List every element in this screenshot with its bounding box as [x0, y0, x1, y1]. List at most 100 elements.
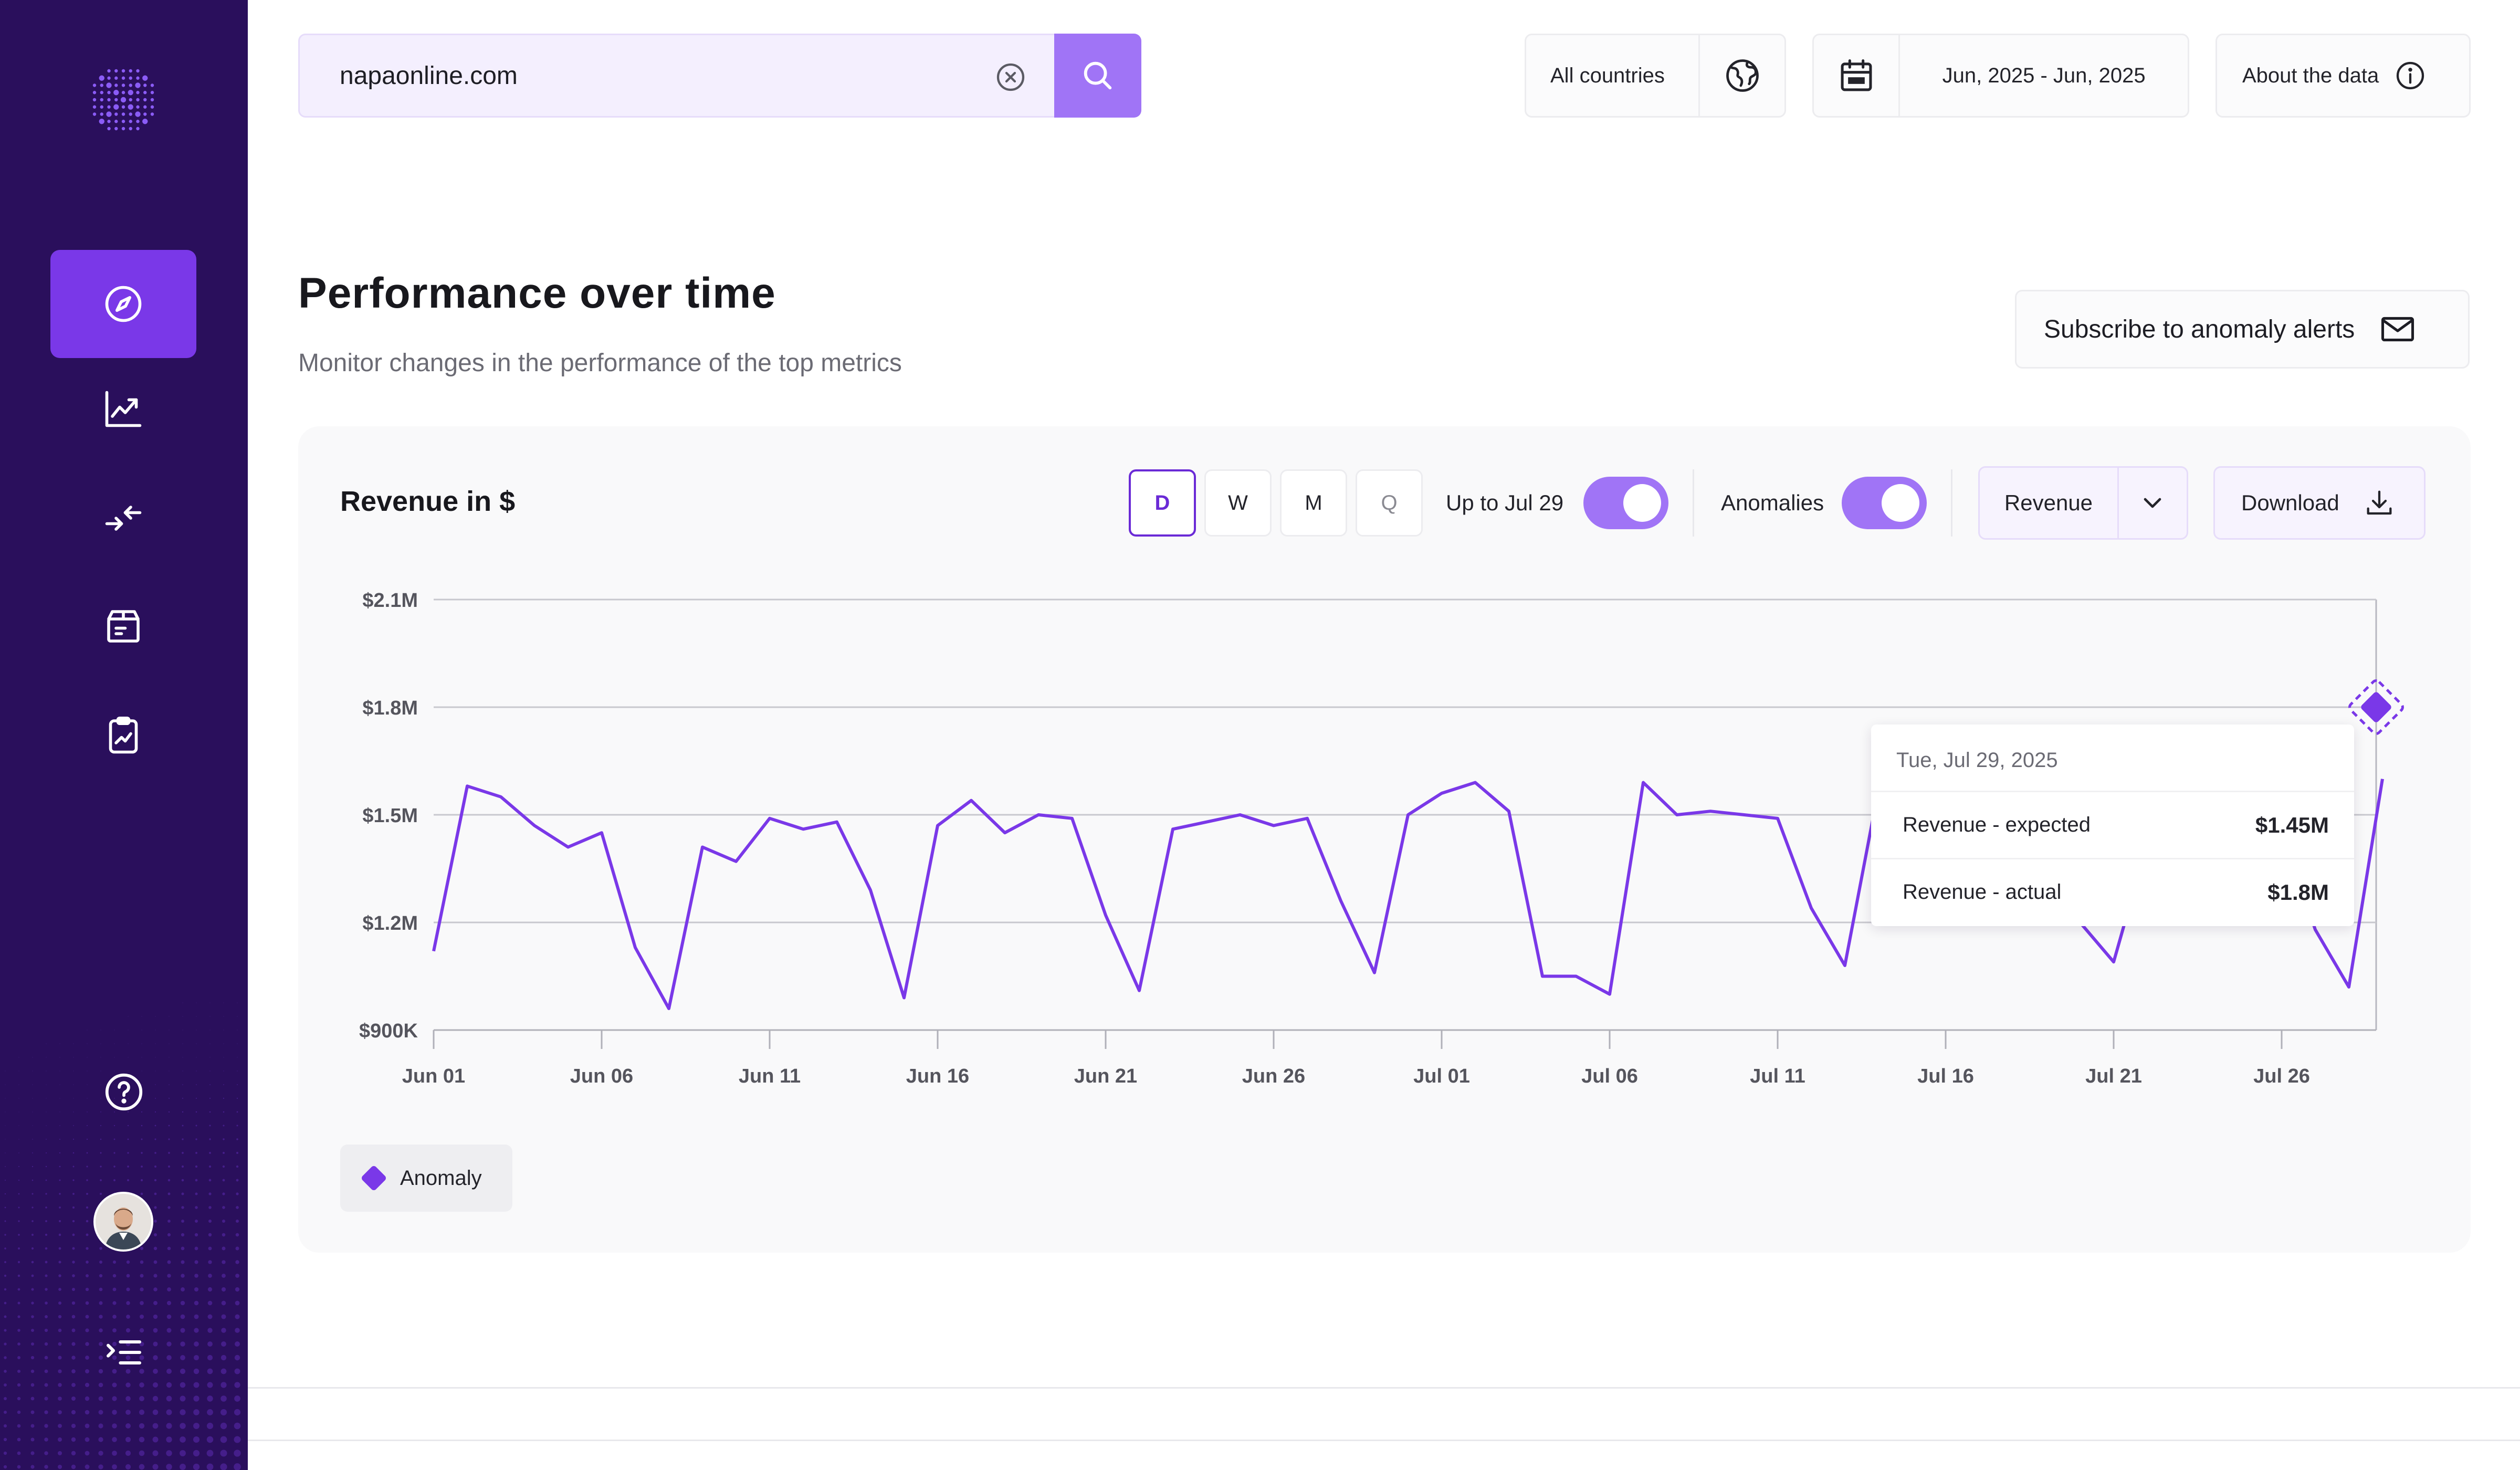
- pattern-dot: [180, 1423, 186, 1429]
- logo-dot: [129, 69, 132, 73]
- pattern-dot: [209, 1057, 211, 1058]
- pattern-dot: [195, 1192, 198, 1195]
- logo-dot: [114, 69, 118, 73]
- pattern-dot: [59, 1111, 60, 1112]
- pattern-dot: [167, 1274, 171, 1278]
- pattern-dot: [154, 1233, 157, 1236]
- pattern-dot: [180, 1409, 186, 1415]
- pattern-dot: [45, 1247, 48, 1250]
- pattern-dot: [207, 1368, 213, 1374]
- pattern-dot: [234, 1368, 240, 1374]
- pattern-dot: [195, 1220, 198, 1223]
- anomalies-toggle[interactable]: [1842, 477, 1927, 529]
- clear-icon[interactable]: [994, 60, 1027, 94]
- search-button[interactable]: [1054, 34, 1141, 118]
- pattern-dot: [154, 1192, 157, 1195]
- pattern-dot: [71, 1315, 76, 1319]
- country-filter-label: All countries: [1550, 64, 1665, 87]
- pattern-dot: [59, 1152, 61, 1154]
- help-button[interactable]: [98, 1066, 150, 1118]
- download-button[interactable]: Download: [2213, 466, 2426, 540]
- pattern-dot: [195, 1111, 197, 1113]
- logo-dot: [150, 91, 154, 94]
- sidebar-item-products[interactable]: [50, 572, 196, 680]
- pattern-dot: [99, 1192, 102, 1195]
- sidebar-item-reports[interactable]: [50, 681, 196, 790]
- pattern-dot: [128, 1098, 129, 1099]
- granularity-day[interactable]: D: [1129, 469, 1196, 537]
- pattern-dot: [100, 1111, 101, 1112]
- pattern-dot: [153, 1274, 158, 1278]
- pattern-dot: [207, 1314, 213, 1319]
- logo-dot: [92, 98, 97, 102]
- search-input[interactable]: napaonline.com: [340, 62, 518, 90]
- pattern-dot: [127, 1125, 129, 1127]
- x-tick-label: Jun 01: [402, 1065, 465, 1087]
- sidebar-item-explore[interactable]: [50, 250, 196, 358]
- pattern-dot: [180, 1300, 185, 1306]
- metric-select[interactable]: Revenue: [1978, 466, 2188, 540]
- x-tick-label: Jun 26: [1242, 1065, 1305, 1087]
- pattern-dot: [206, 1436, 214, 1443]
- pattern-dot: [237, 1057, 238, 1058]
- pattern-dot: [221, 1287, 226, 1292]
- about-data-label: About the data: [2242, 64, 2379, 87]
- up-to-toggle[interactable]: [1583, 477, 1668, 529]
- date-range-filter[interactable]: Jun, 2025 - Jun, 2025: [1812, 34, 2189, 118]
- pattern-dot: [182, 1138, 184, 1140]
- pattern-dot: [181, 1274, 185, 1278]
- granularity-week[interactable]: W: [1204, 469, 1272, 537]
- pattern-dot: [153, 1328, 158, 1333]
- pattern-dot: [154, 1152, 156, 1154]
- pattern-dot: [223, 1070, 224, 1072]
- tooltip-date: Tue, Jul 29, 2025: [1896, 749, 2058, 772]
- avatar[interactable]: [93, 1192, 153, 1252]
- pattern-dot: [17, 1342, 20, 1346]
- pattern-dot: [17, 1437, 21, 1442]
- pattern-dot: [139, 1464, 145, 1470]
- subscribe-alerts-button[interactable]: Subscribe to anomaly alerts: [2015, 290, 2470, 369]
- pattern-dot: [31, 1247, 34, 1250]
- menu-collapse-button[interactable]: [98, 1326, 150, 1379]
- pattern-dot: [18, 1152, 19, 1153]
- granularity-quarter[interactable]: Q: [1356, 469, 1423, 537]
- pattern-dot: [85, 1437, 90, 1442]
- pattern-dot: [86, 1193, 88, 1195]
- country-filter[interactable]: All countries: [1525, 34, 1786, 118]
- pattern-dot: [112, 1437, 117, 1442]
- pattern-dot: [58, 1233, 61, 1236]
- pattern-dot: [180, 1314, 185, 1319]
- pattern-dot: [45, 1315, 48, 1318]
- pattern-dot: [125, 1436, 131, 1443]
- pattern-dot: [180, 1436, 186, 1443]
- pattern-dot: [112, 1341, 117, 1347]
- pattern-dot: [154, 1125, 156, 1127]
- pattern-dot: [112, 1274, 117, 1278]
- pattern-dot: [17, 1383, 21, 1387]
- pattern-dot: [125, 1355, 131, 1360]
- pattern-dot: [153, 1341, 158, 1347]
- chart-legend[interactable]: Anomaly: [340, 1144, 512, 1212]
- logo-icon[interactable]: [89, 66, 158, 134]
- pattern-dot: [4, 1329, 7, 1332]
- granularity-month[interactable]: M: [1280, 469, 1347, 537]
- pattern-dot: [193, 1368, 200, 1374]
- pattern-dot: [113, 1152, 116, 1154]
- pattern-dot: [139, 1328, 144, 1333]
- pattern-dot: [155, 1016, 156, 1017]
- arrows-compare-icon: [105, 506, 142, 531]
- pattern-dot: [167, 1233, 171, 1237]
- logo-dot: [143, 83, 147, 87]
- pattern-dot: [166, 1423, 172, 1429]
- logo-dot: [150, 105, 154, 109]
- pattern-dot: [72, 1220, 75, 1223]
- pattern-dot: [236, 1111, 238, 1113]
- about-data-button[interactable]: About the data: [2216, 34, 2471, 118]
- pattern-dot: [87, 1070, 88, 1072]
- pattern-dot: [193, 1423, 200, 1429]
- sidebar-item-trends[interactable]: [50, 355, 196, 463]
- pattern-dot: [44, 1328, 48, 1332]
- logo-dot: [114, 120, 118, 123]
- sidebar-item-compare[interactable]: [50, 464, 196, 572]
- logo-dot: [128, 90, 133, 96]
